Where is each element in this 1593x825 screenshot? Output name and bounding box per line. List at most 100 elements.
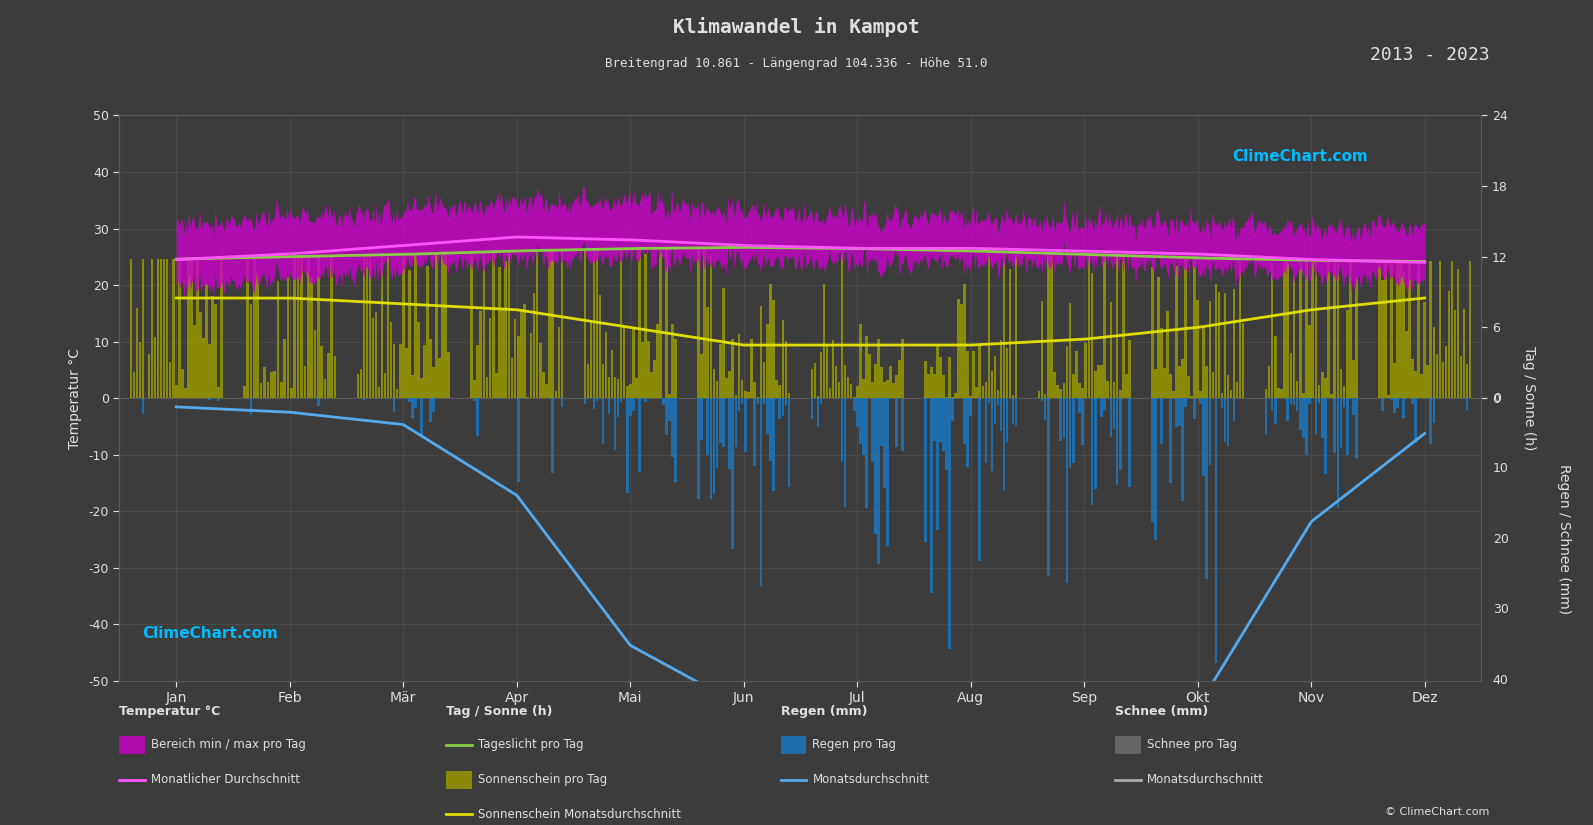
Bar bbox=[335, 356, 336, 398]
Bar bbox=[1179, 366, 1180, 398]
Bar bbox=[1166, 311, 1169, 398]
Bar bbox=[819, 398, 822, 404]
Bar bbox=[1118, 389, 1121, 398]
Text: ClimeChart.com: ClimeChart.com bbox=[1233, 149, 1368, 164]
Bar bbox=[1152, 267, 1153, 398]
Bar bbox=[602, 398, 604, 444]
Bar bbox=[1265, 389, 1266, 398]
Bar bbox=[1082, 388, 1083, 398]
Bar bbox=[948, 398, 951, 649]
Bar bbox=[862, 379, 865, 398]
Bar bbox=[1298, 398, 1301, 430]
Bar bbox=[1056, 385, 1059, 398]
Bar bbox=[129, 259, 132, 398]
Bar bbox=[930, 366, 933, 398]
Bar bbox=[849, 384, 852, 398]
Bar bbox=[425, 266, 429, 398]
Bar bbox=[401, 254, 405, 398]
Bar bbox=[763, 362, 765, 398]
Bar bbox=[1157, 277, 1160, 398]
Bar bbox=[757, 397, 760, 398]
Bar bbox=[523, 304, 526, 398]
Bar bbox=[417, 323, 419, 398]
Bar bbox=[421, 378, 422, 398]
Bar bbox=[1405, 331, 1408, 398]
Bar bbox=[1402, 271, 1405, 398]
Bar bbox=[875, 398, 876, 535]
Bar bbox=[1394, 398, 1395, 412]
Bar bbox=[660, 248, 661, 398]
Bar bbox=[825, 346, 828, 398]
Bar bbox=[244, 386, 245, 398]
Bar bbox=[1125, 374, 1128, 398]
Bar bbox=[330, 257, 333, 398]
Bar bbox=[1101, 398, 1102, 417]
Bar bbox=[438, 358, 441, 398]
Bar bbox=[945, 398, 948, 470]
Bar bbox=[311, 277, 312, 398]
Bar bbox=[1311, 261, 1314, 398]
Bar bbox=[205, 284, 207, 398]
Bar bbox=[1176, 398, 1177, 427]
Text: Monatsdurchschnitt: Monatsdurchschnitt bbox=[812, 773, 929, 786]
Bar bbox=[209, 398, 210, 400]
Bar bbox=[640, 342, 644, 398]
Bar bbox=[994, 398, 996, 423]
Bar bbox=[374, 398, 378, 399]
Bar bbox=[632, 328, 634, 398]
Bar bbox=[408, 270, 411, 398]
Bar bbox=[290, 388, 293, 398]
Bar bbox=[1112, 382, 1115, 398]
Bar bbox=[967, 398, 969, 467]
Bar bbox=[1082, 398, 1083, 446]
Text: 40: 40 bbox=[1493, 674, 1509, 687]
Bar bbox=[1301, 394, 1305, 398]
Bar bbox=[1337, 261, 1340, 398]
Bar bbox=[293, 257, 296, 398]
Bar bbox=[220, 259, 223, 398]
Bar bbox=[706, 398, 709, 455]
Bar bbox=[363, 398, 365, 400]
Bar bbox=[1043, 394, 1047, 398]
Bar bbox=[613, 377, 616, 398]
Bar bbox=[1333, 261, 1337, 398]
Bar bbox=[1072, 398, 1075, 463]
Bar bbox=[542, 372, 545, 398]
Bar bbox=[193, 325, 196, 398]
Bar bbox=[838, 383, 841, 398]
Bar bbox=[744, 398, 747, 452]
Bar bbox=[1101, 365, 1102, 398]
Bar bbox=[1110, 398, 1112, 437]
Bar bbox=[1330, 394, 1333, 398]
Bar bbox=[473, 380, 476, 398]
Bar bbox=[883, 398, 886, 488]
Bar bbox=[398, 344, 401, 398]
Bar bbox=[1451, 262, 1453, 398]
Bar bbox=[1094, 398, 1096, 489]
Bar bbox=[213, 304, 217, 398]
Bar bbox=[1321, 398, 1324, 438]
Bar bbox=[763, 398, 765, 404]
Bar bbox=[429, 339, 432, 398]
Bar bbox=[868, 354, 871, 398]
Bar bbox=[1104, 254, 1106, 398]
Bar bbox=[1066, 346, 1069, 398]
Text: Monatsdurchschnitt: Monatsdurchschnitt bbox=[1147, 773, 1263, 786]
Bar bbox=[855, 398, 859, 427]
Bar bbox=[280, 382, 282, 398]
Bar bbox=[828, 388, 832, 398]
Bar bbox=[712, 369, 715, 398]
Bar bbox=[1223, 293, 1227, 398]
Bar bbox=[1243, 323, 1244, 398]
Bar bbox=[940, 357, 941, 398]
Bar bbox=[871, 382, 873, 398]
Bar bbox=[1227, 398, 1230, 446]
Bar bbox=[725, 379, 728, 398]
Bar bbox=[709, 255, 712, 398]
Bar bbox=[515, 318, 516, 398]
Bar bbox=[1395, 398, 1399, 408]
Bar bbox=[970, 398, 972, 417]
Bar bbox=[924, 361, 927, 398]
Bar bbox=[994, 356, 996, 398]
Bar bbox=[599, 295, 601, 398]
